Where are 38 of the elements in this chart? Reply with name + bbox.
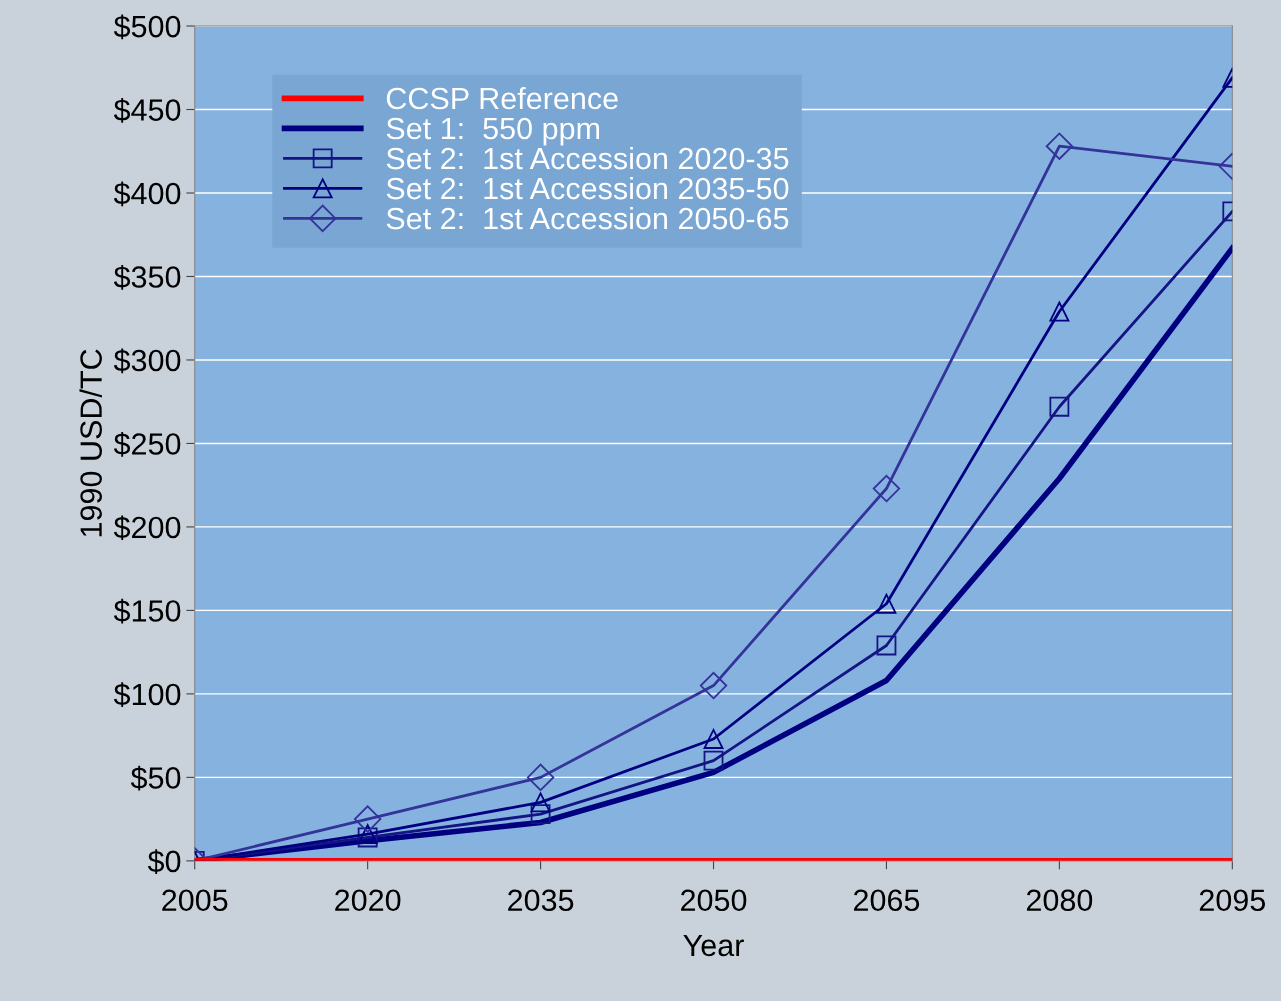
point bbox=[353, 805, 382, 833]
y-tick-label: $400 bbox=[113, 181, 181, 207]
y-tick-label: $0 bbox=[147, 849, 181, 875]
point bbox=[1049, 396, 1070, 417]
y-tick-label: $350 bbox=[113, 264, 181, 290]
y-tick-label: $100 bbox=[113, 682, 181, 708]
x-tick-label: 2035 bbox=[508, 889, 574, 912]
y-tick-label: $200 bbox=[113, 515, 181, 541]
point bbox=[1045, 132, 1074, 160]
legend-label: Set 2: 1st Accession 2020-35 bbox=[386, 146, 789, 170]
y-tick-label: $300 bbox=[113, 348, 181, 374]
x-tick-label: 2065 bbox=[854, 889, 920, 912]
legend-label: Set 2: 1st Accession 2035-50 bbox=[386, 176, 789, 200]
x-axis-title: Year bbox=[683, 934, 744, 957]
point bbox=[872, 474, 901, 503]
y-tick-label: $250 bbox=[113, 431, 181, 457]
point bbox=[876, 593, 897, 614]
x-tick-label: 2020 bbox=[335, 889, 401, 912]
point bbox=[530, 792, 551, 813]
y-axis-title: 1990 USD/TC bbox=[79, 349, 102, 537]
point bbox=[1049, 301, 1070, 322]
y-tick-label: $50 bbox=[130, 765, 181, 791]
point bbox=[876, 635, 897, 656]
y-tick-label: $500 bbox=[113, 14, 181, 40]
point bbox=[526, 763, 555, 792]
y-tick-label: $150 bbox=[113, 598, 181, 624]
x-tick-label: 2080 bbox=[1026, 889, 1093, 912]
x-tick-label: 2050 bbox=[681, 889, 747, 912]
y-tick-label: $450 bbox=[113, 97, 181, 123]
point bbox=[699, 671, 728, 700]
legend-label: Set 1: 550 ppm bbox=[386, 117, 600, 146]
x-tick-label: 2095 bbox=[1199, 889, 1266, 912]
point bbox=[703, 729, 724, 749]
legend-label: Set 2: 1st Accession 2050-65 bbox=[386, 206, 789, 230]
point bbox=[703, 750, 724, 771]
x-tick-label: 2005 bbox=[162, 889, 228, 912]
legend-label: CCSP Reference bbox=[386, 86, 618, 110]
point bbox=[530, 804, 551, 825]
